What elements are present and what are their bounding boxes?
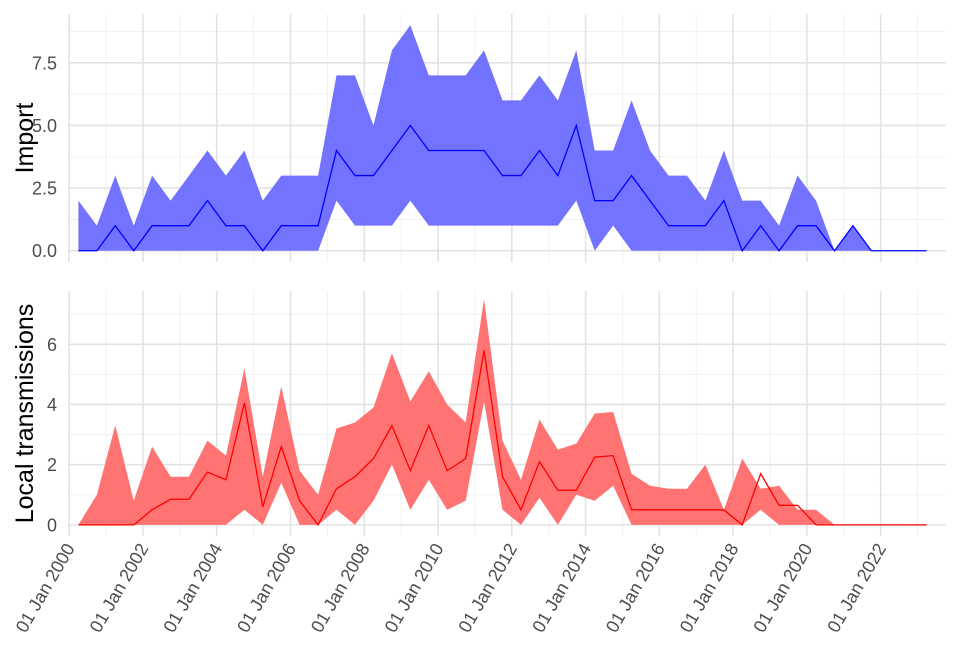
import-y-ticks: 0.0 2.5 5.0 7.5	[32, 53, 57, 261]
import-line	[78, 123, 927, 253]
local-transmissions-y-tick-label: 6	[47, 335, 57, 355]
x-tick-label: 01 Jan 2012	[454, 540, 521, 636]
local-transmissions-y-tick-label: 2	[47, 455, 57, 475]
x-tick-label: 01 Jan 2020	[749, 540, 816, 636]
local-transmissions-ribbon	[78, 299, 927, 525]
x-tick-label: 01 Jan 2014	[528, 540, 595, 636]
local-transmissions-line	[78, 350, 927, 527]
local-transmissions-panel: 0 2 4 6 Local transmissions	[11, 291, 946, 536]
x-tick-label: 01 Jan 2002	[86, 540, 153, 636]
local-transmissions-y-tick-label: 4	[47, 395, 57, 415]
x-tick-label: 01 Jan 2010	[381, 540, 448, 636]
import-ribbon	[78, 25, 927, 251]
x-tick-label: 01 Jan 2008	[307, 540, 374, 636]
x-tick-label: 01 Jan 2022	[823, 540, 890, 636]
local-transmissions-y-ticks: 0 2 4 6	[47, 335, 57, 536]
import-y-tick-label: 7.5	[32, 53, 57, 73]
x-tick-label: 01 Jan 2004	[159, 540, 226, 636]
x-tick-label: 01 Jan 2000	[12, 540, 79, 636]
local-transmissions-y-axis-label: Local transmissions	[11, 304, 39, 524]
import-y-tick-label: 5.0	[32, 116, 57, 136]
x-axis-ticks: 01 Jan 2000 01 Jan 2002 01 Jan 2004 01 Jan …	[12, 540, 890, 636]
x-tick-label: 01 Jan 2006	[233, 540, 300, 636]
local-transmissions-y-tick-label: 0	[47, 515, 57, 535]
import-y-tick-label: 0.0	[32, 241, 57, 261]
x-tick-label: 01 Jan 2016	[602, 540, 669, 636]
import-y-tick-label: 2.5	[32, 179, 57, 199]
import-panel: 0.0 2.5 5.0 7.5 Import	[11, 14, 946, 262]
import-y-axis-label: Import	[11, 103, 39, 174]
x-tick-label: 01 Jan 2018	[676, 540, 743, 636]
